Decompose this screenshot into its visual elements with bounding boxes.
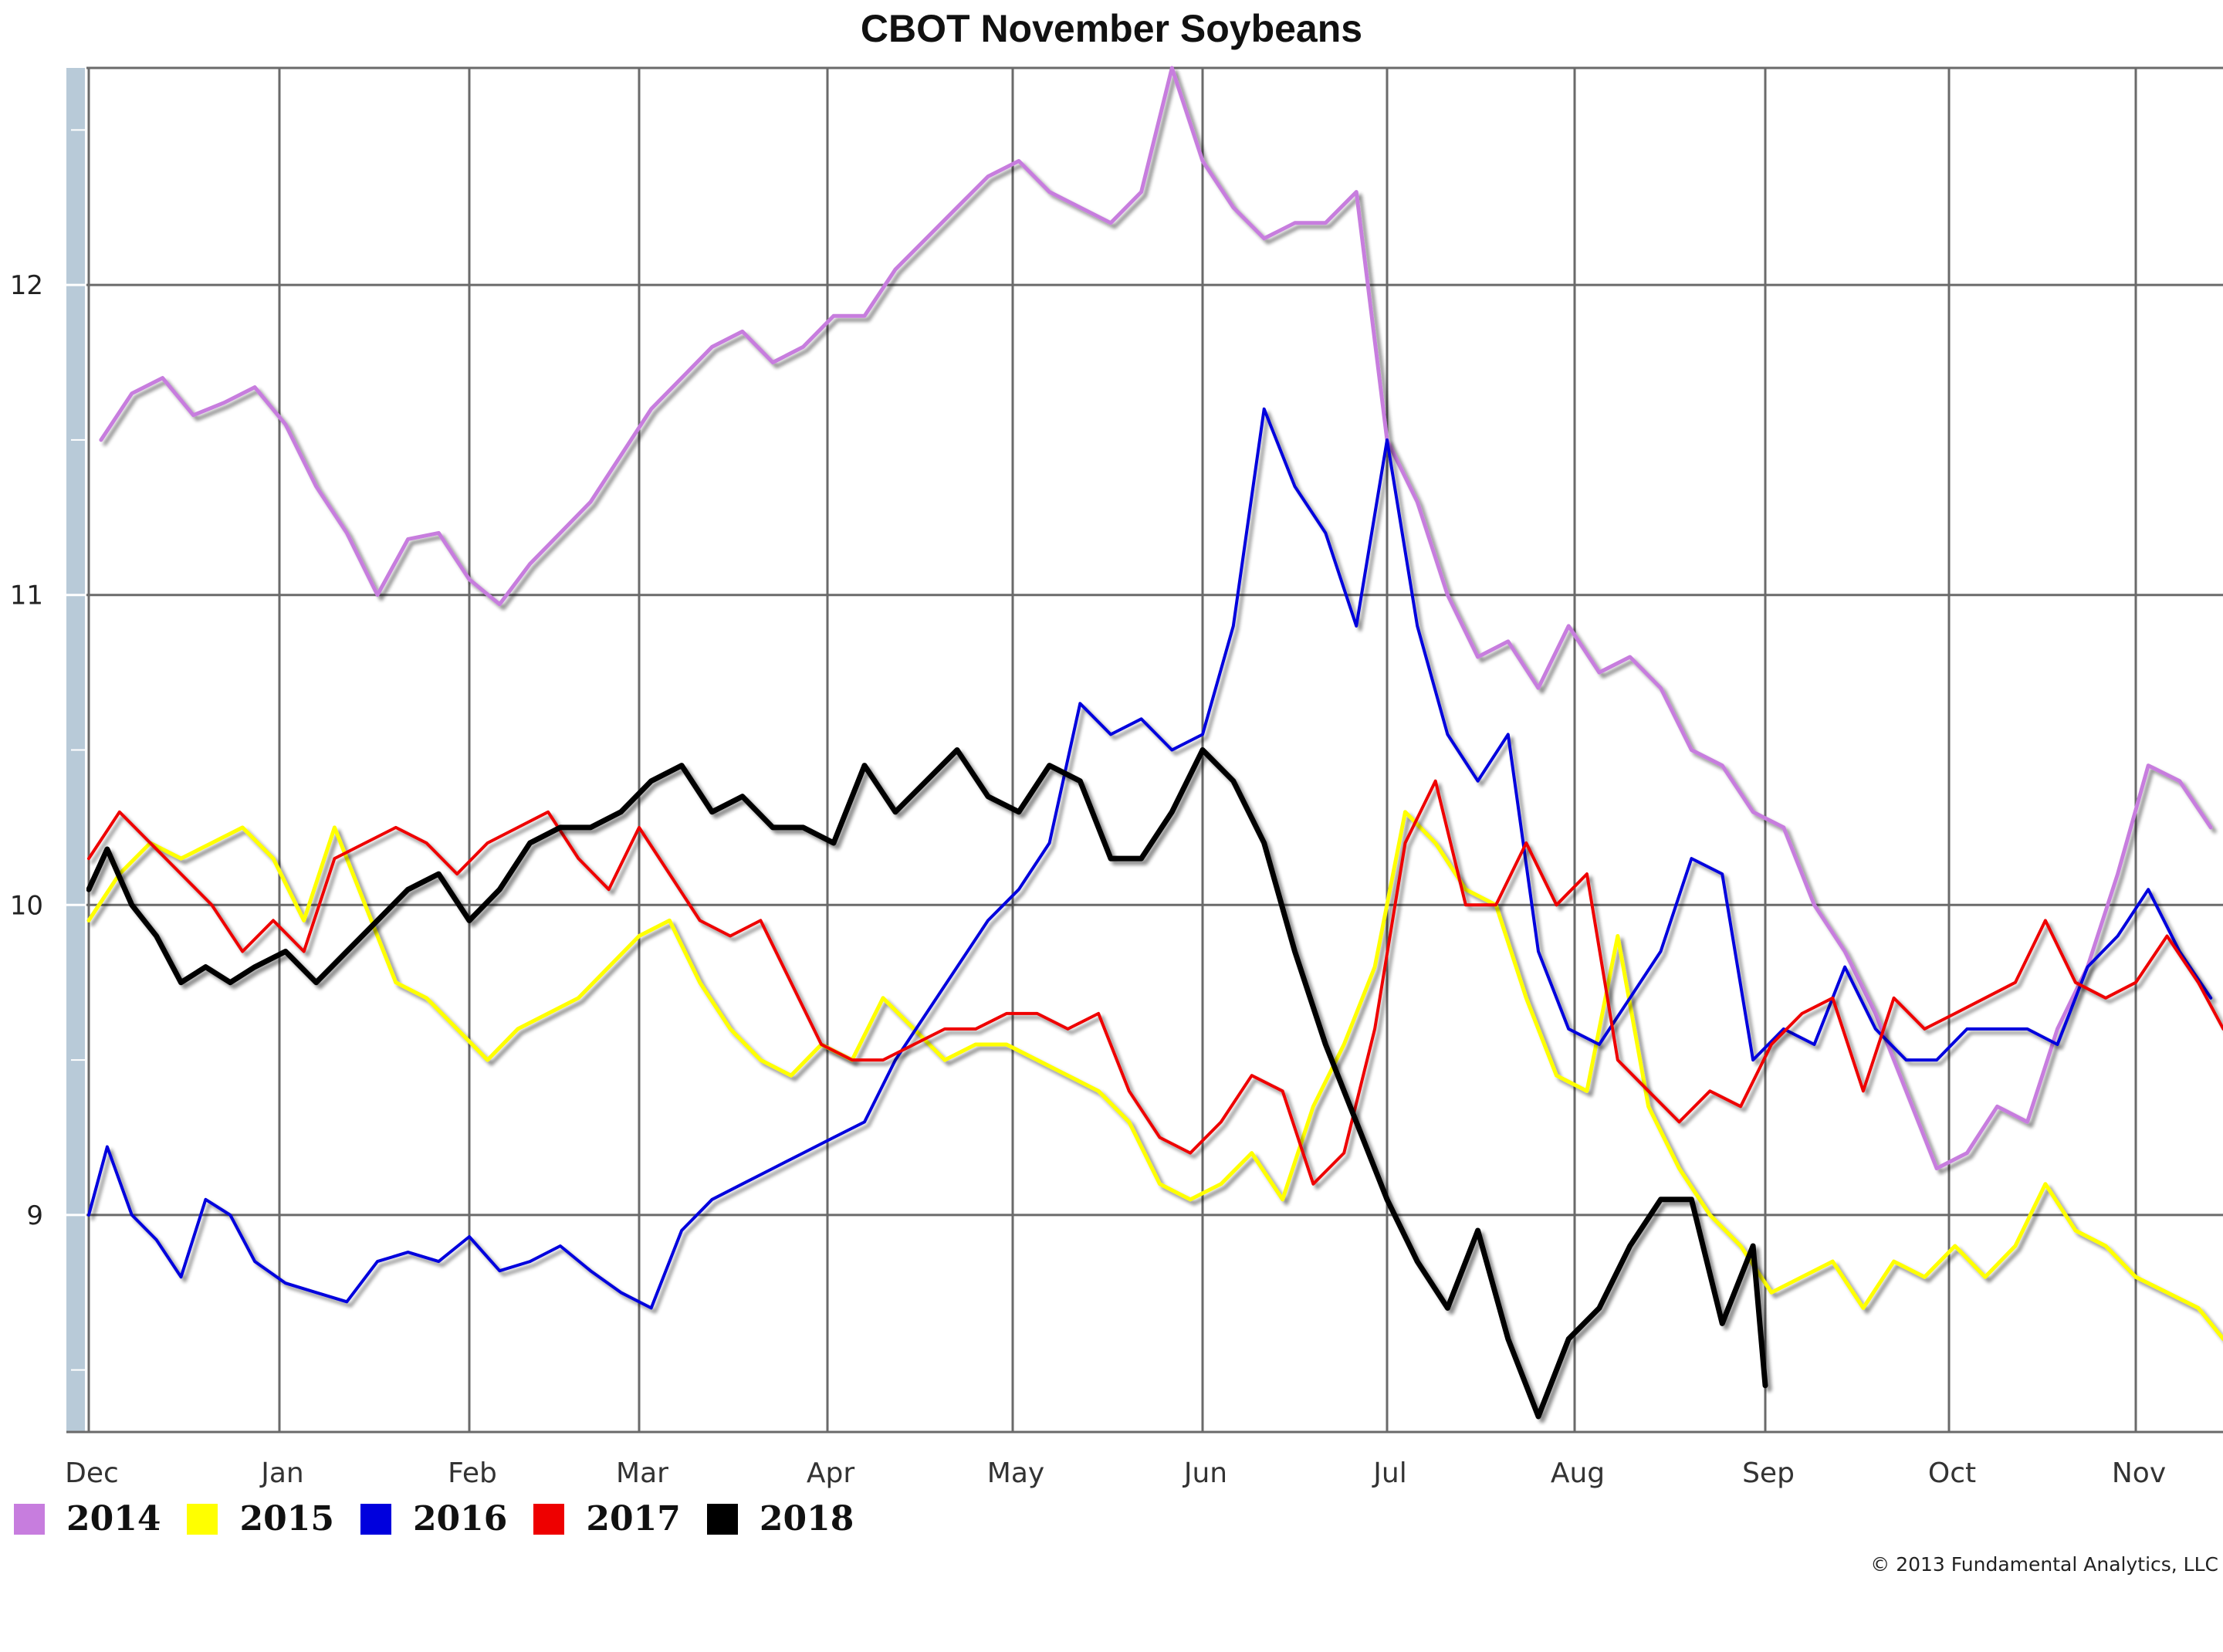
series-line-2017: [87, 779, 2223, 1186]
series-line-2016: [87, 407, 2213, 1310]
x-tick-label: Nov: [2112, 1457, 2166, 1489]
series-line-2018: [86, 747, 1768, 1420]
legend-label: 2014: [66, 1499, 161, 1539]
x-tick-label: May: [987, 1457, 1044, 1489]
y-tick-label: 9: [26, 1200, 43, 1231]
copyright-text: © 2013 Fundamental Analytics, LLC: [1870, 1553, 2218, 1576]
x-tick-label: Jan: [259, 1457, 304, 1489]
series-line-2015: [86, 810, 2223, 1341]
y-tick-label: 12: [10, 270, 43, 301]
legend-swatch: [706, 1503, 738, 1535]
legend-label: 2017: [586, 1499, 681, 1539]
legend-item-2015[interactable]: 2015: [187, 1499, 334, 1539]
x-tick-label: Jun: [1183, 1457, 1227, 1489]
legend-label: 2018: [759, 1499, 854, 1539]
legend-item-2016[interactable]: 2016: [360, 1499, 507, 1539]
x-tick-label: Mar: [616, 1457, 668, 1489]
x-tick-label: Sep: [1742, 1457, 1795, 1489]
x-tick-label: Apr: [807, 1457, 854, 1489]
legend-item-2017[interactable]: 2017: [533, 1499, 681, 1539]
legend-swatch: [14, 1503, 45, 1535]
y-tick-label: 11: [10, 581, 43, 611]
x-tick-label: Feb: [448, 1457, 497, 1489]
x-tick-label: Oct: [1928, 1457, 1976, 1489]
legend-swatch: [533, 1503, 565, 1535]
x-tick-label: Aug: [1551, 1457, 1605, 1489]
legend-swatch: [187, 1503, 218, 1535]
y-tick-label: 10: [10, 890, 43, 921]
x-tick-label: Jul: [1372, 1457, 1406, 1489]
legend-label: 2015: [239, 1499, 334, 1539]
legend-item-2014[interactable]: 2014: [14, 1499, 161, 1539]
legend-item-2018[interactable]: 2018: [706, 1499, 854, 1539]
chart-title: CBOT November Soybeans: [860, 7, 1363, 50]
legend-label: 2016: [412, 1499, 508, 1539]
legend: 2014 2015 2016 2017 2018: [14, 1499, 880, 1539]
legend-swatch: [360, 1503, 391, 1535]
series-line-2014: [99, 66, 2213, 1171]
x-tick-label: Dec: [65, 1457, 119, 1489]
